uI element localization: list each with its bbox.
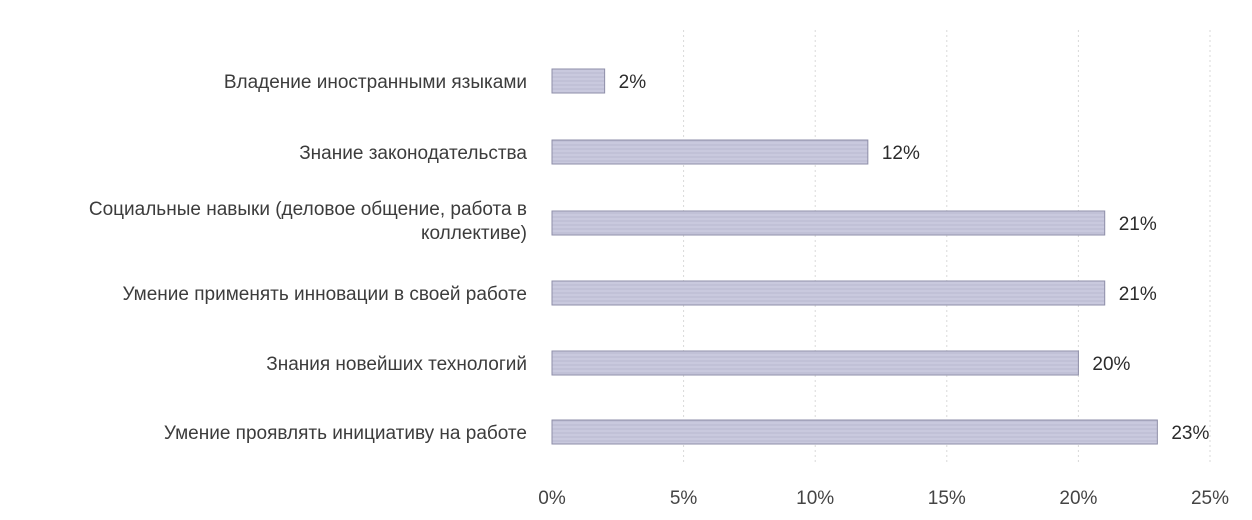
labels: 0% 5% 10% 15% 20% 25% 2% Владение иностранными … [89,72,1229,509]
value-label: 2% [619,72,647,93]
category-label: Умение применять инновации в своей работ… [122,284,527,305]
value-label: 21% [1119,214,1157,235]
bars [551,68,1158,445]
x-tick-label: 0% [538,488,566,509]
category-label-line: Социальные навыки (деловое общение, рабо… [89,199,527,220]
bar [551,280,1106,306]
value-label: 12% [882,143,920,164]
x-tick-label: 20% [1059,488,1097,509]
x-tick-label: 5% [670,488,698,509]
value-label: 21% [1119,284,1157,305]
category-label: Знание законодательства [299,143,527,164]
x-tick-label: 10% [796,488,834,509]
bar [551,139,869,165]
gridlines [683,30,1211,465]
category-label: Знания новейших технологий [266,354,527,375]
category-label-line: Знание законодательства [299,143,527,164]
bar [551,68,606,94]
category-label-line: Умение проявлять инициативу на работе [164,423,527,444]
category-label-line: Знания новейших технологий [266,354,527,375]
category-label-line: коллективе) [421,223,527,244]
bar [551,210,1106,236]
category-label-line: Владение иностранными языками [224,72,527,93]
value-label: 20% [1092,354,1130,375]
category-label: Умение проявлять инициативу на работе [164,423,527,444]
x-tick-label: 15% [928,488,966,509]
bar [551,419,1158,445]
bar [551,350,1079,376]
category-label: Социальные навыки (деловое общение, рабо… [89,199,527,244]
value-label: 23% [1171,423,1209,444]
category-label: Владение иностранными языками [224,72,527,93]
x-tick-label: 25% [1191,488,1229,509]
category-label-line: Умение применять инновации в своей работ… [122,284,527,305]
